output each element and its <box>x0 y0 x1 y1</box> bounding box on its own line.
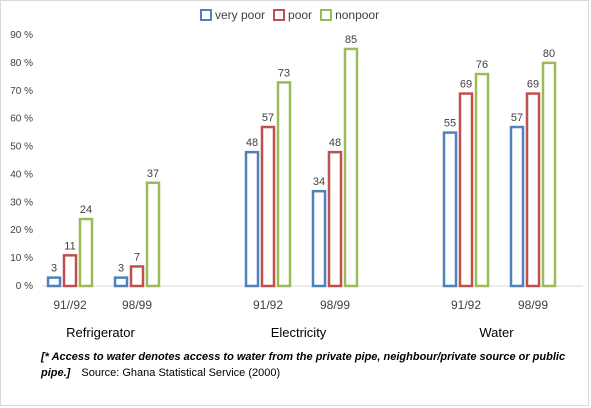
legend-label: poor <box>288 8 313 22</box>
bar-value-label: 34 <box>313 176 325 188</box>
chart: 0 % 10 % 20 % 30 % 40 % 50 % 60 % 70 % 80 % 90 % 3… <box>10 30 583 340</box>
bar <box>509 125 525 288</box>
y-tick-label: 60 % <box>10 114 33 125</box>
legend-item: poor <box>273 8 312 22</box>
bar <box>474 72 490 288</box>
bar-value-label: 57 <box>511 112 523 124</box>
bar <box>442 131 458 288</box>
bar <box>145 181 161 288</box>
group-label: Electricity <box>271 325 327 340</box>
y-tick-label: 20 % <box>10 225 33 236</box>
bar-value-label: 48 <box>329 137 341 149</box>
bar <box>78 217 94 288</box>
y-tick-label: 30 % <box>10 197 33 208</box>
legend-item: very poor <box>200 8 265 22</box>
footnote: [* Access to water denotes access to wat… <box>41 349 581 381</box>
legend-label: very poor <box>215 8 266 22</box>
y-tick-label: 90 % <box>10 30 33 41</box>
bar-value-label: 24 <box>80 204 92 216</box>
bar <box>311 189 327 288</box>
bar <box>343 47 359 288</box>
bar <box>129 265 145 288</box>
legend-swatch <box>320 9 333 21</box>
bar-value-label: 7 <box>134 251 140 263</box>
y-tick-label: 0 % <box>16 281 33 292</box>
legend: very poor poor nonpoor <box>200 7 387 23</box>
category-label: 98/99 <box>518 298 548 312</box>
bar <box>62 254 78 288</box>
bar <box>541 61 557 288</box>
bar-value-label: 85 <box>345 34 357 46</box>
bar-value-label: 3 <box>51 263 57 275</box>
bar-value-label: 48 <box>246 137 258 149</box>
category-label: 98/99 <box>122 298 152 312</box>
bar-value-label: 73 <box>278 67 290 79</box>
group-label: Water <box>479 325 514 340</box>
group-label: Refrigerator <box>66 325 135 340</box>
bar-value-label: 80 <box>543 48 555 60</box>
bar-value-label: 37 <box>147 168 159 180</box>
legend-label: nonpoor <box>335 8 380 22</box>
legend-item: nonpoor <box>320 8 379 22</box>
y-tick-label: 40 % <box>10 169 33 180</box>
bar <box>244 150 260 288</box>
footnote-note: [* Access to water denotes access to wat… <box>41 351 566 379</box>
y-tick-label: 80 % <box>10 58 33 69</box>
category-label: 98/99 <box>320 298 350 312</box>
y-tick-label: 10 % <box>10 253 33 264</box>
bar-value-label: 11 <box>64 240 75 252</box>
legend-swatch <box>200 9 212 21</box>
bar <box>458 92 474 288</box>
bar <box>276 81 292 288</box>
bar <box>46 276 62 288</box>
bar <box>260 125 276 288</box>
bar-value-label: 69 <box>527 79 539 91</box>
category-label: 91/92 <box>451 298 481 312</box>
bar <box>525 92 541 288</box>
bar-value-label: 69 <box>460 79 472 91</box>
bar <box>327 150 343 288</box>
category-label: 91/92 <box>253 298 283 312</box>
bar <box>113 276 129 288</box>
y-tick-label: 50 % <box>10 142 33 153</box>
bar-value-label: 57 <box>262 112 274 124</box>
category-label: 91//92 <box>53 298 87 312</box>
legend-swatch <box>273 9 286 21</box>
bar-value-label: 55 <box>444 118 456 130</box>
footnote-source: Source: Ghana Statistical Service (2000) <box>81 367 281 379</box>
y-tick-label: 70 % <box>10 86 33 97</box>
bar-value-label: 76 <box>476 59 488 71</box>
bar-value-label: 3 <box>118 263 124 275</box>
